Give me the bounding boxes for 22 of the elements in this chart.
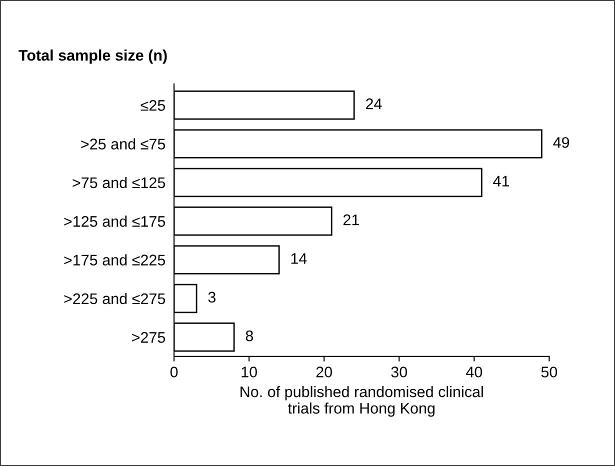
y-tick-label: >175 and ≤225 [64,254,166,266]
data-label: 49 [553,137,570,148]
data-label: 21 [343,214,359,226]
data-label: 3 [208,292,216,303]
data-label: 24 [366,98,382,110]
x-tick-label: 0 [170,366,178,378]
x-tick-label: 50 [541,366,558,378]
y-tick-label: >25 and ≤75 [81,138,166,150]
x-tick-label: 30 [391,366,408,378]
data-label: 8 [246,330,254,342]
y-tick-label: ≤25 [140,100,166,111]
y-tick-label: >75 and ≤125 [72,176,166,188]
data-label: 41 [493,176,510,186]
x-tick-label: 10 [242,366,257,378]
y-tick-label: >225 and ≤275 [64,292,166,304]
y-tick-label: >125 and ≤175 [64,216,166,227]
data-label: 14 [291,253,307,264]
x-tick-label: 40 [466,366,482,378]
chart-title: Total sample size (n) [18,50,167,64]
x-axis-title: No. of published randomised clinical trials from Hong Kong [240,386,483,417]
y-tick-label: >275 [132,332,166,343]
x-tick-label: 20 [316,366,332,378]
